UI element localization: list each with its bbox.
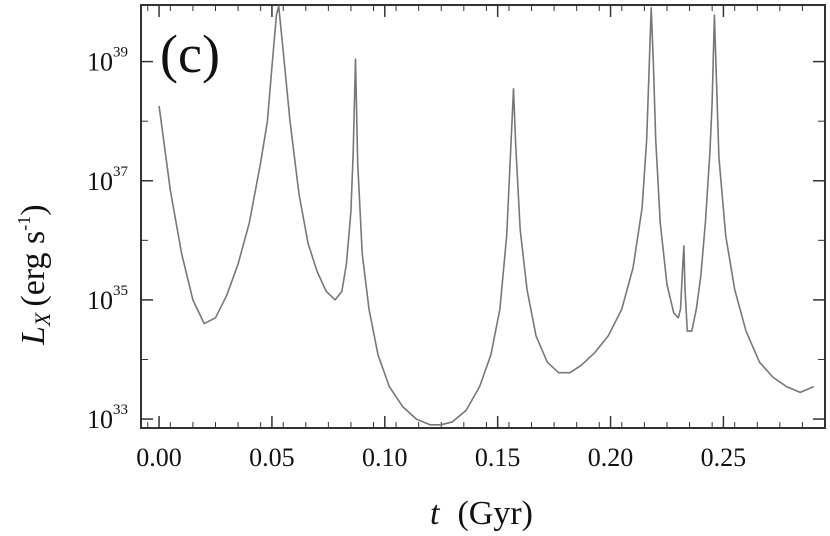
- x-tick-label: 0.15: [475, 443, 521, 472]
- x-tick-label: 0.20: [588, 443, 634, 472]
- x-tick-label: 0.10: [362, 443, 408, 472]
- x-tick-label: 0.00: [136, 443, 182, 472]
- y-tick-label: 1033: [87, 402, 128, 434]
- y-axis-title: LX(erg s-1): [14, 204, 55, 346]
- tick-labels: 0.00 0.05 0.10 0.15 0.20 0.25 1033 1035 1037 1039: [87, 45, 746, 472]
- plot-frame: [140, 4, 826, 429]
- x-tick-label: 0.25: [701, 443, 747, 472]
- x-axis-title: t (Gyr): [430, 495, 533, 532]
- ticks: [141, 5, 825, 428]
- x-tick-label: 0.05: [249, 443, 295, 472]
- y-tick-label: 1037: [87, 164, 129, 196]
- y-tick-label: 1035: [87, 283, 128, 315]
- series-line: [158, 5, 815, 426]
- y-tick-label: 1039: [87, 45, 128, 77]
- panel-label: (c): [160, 24, 220, 84]
